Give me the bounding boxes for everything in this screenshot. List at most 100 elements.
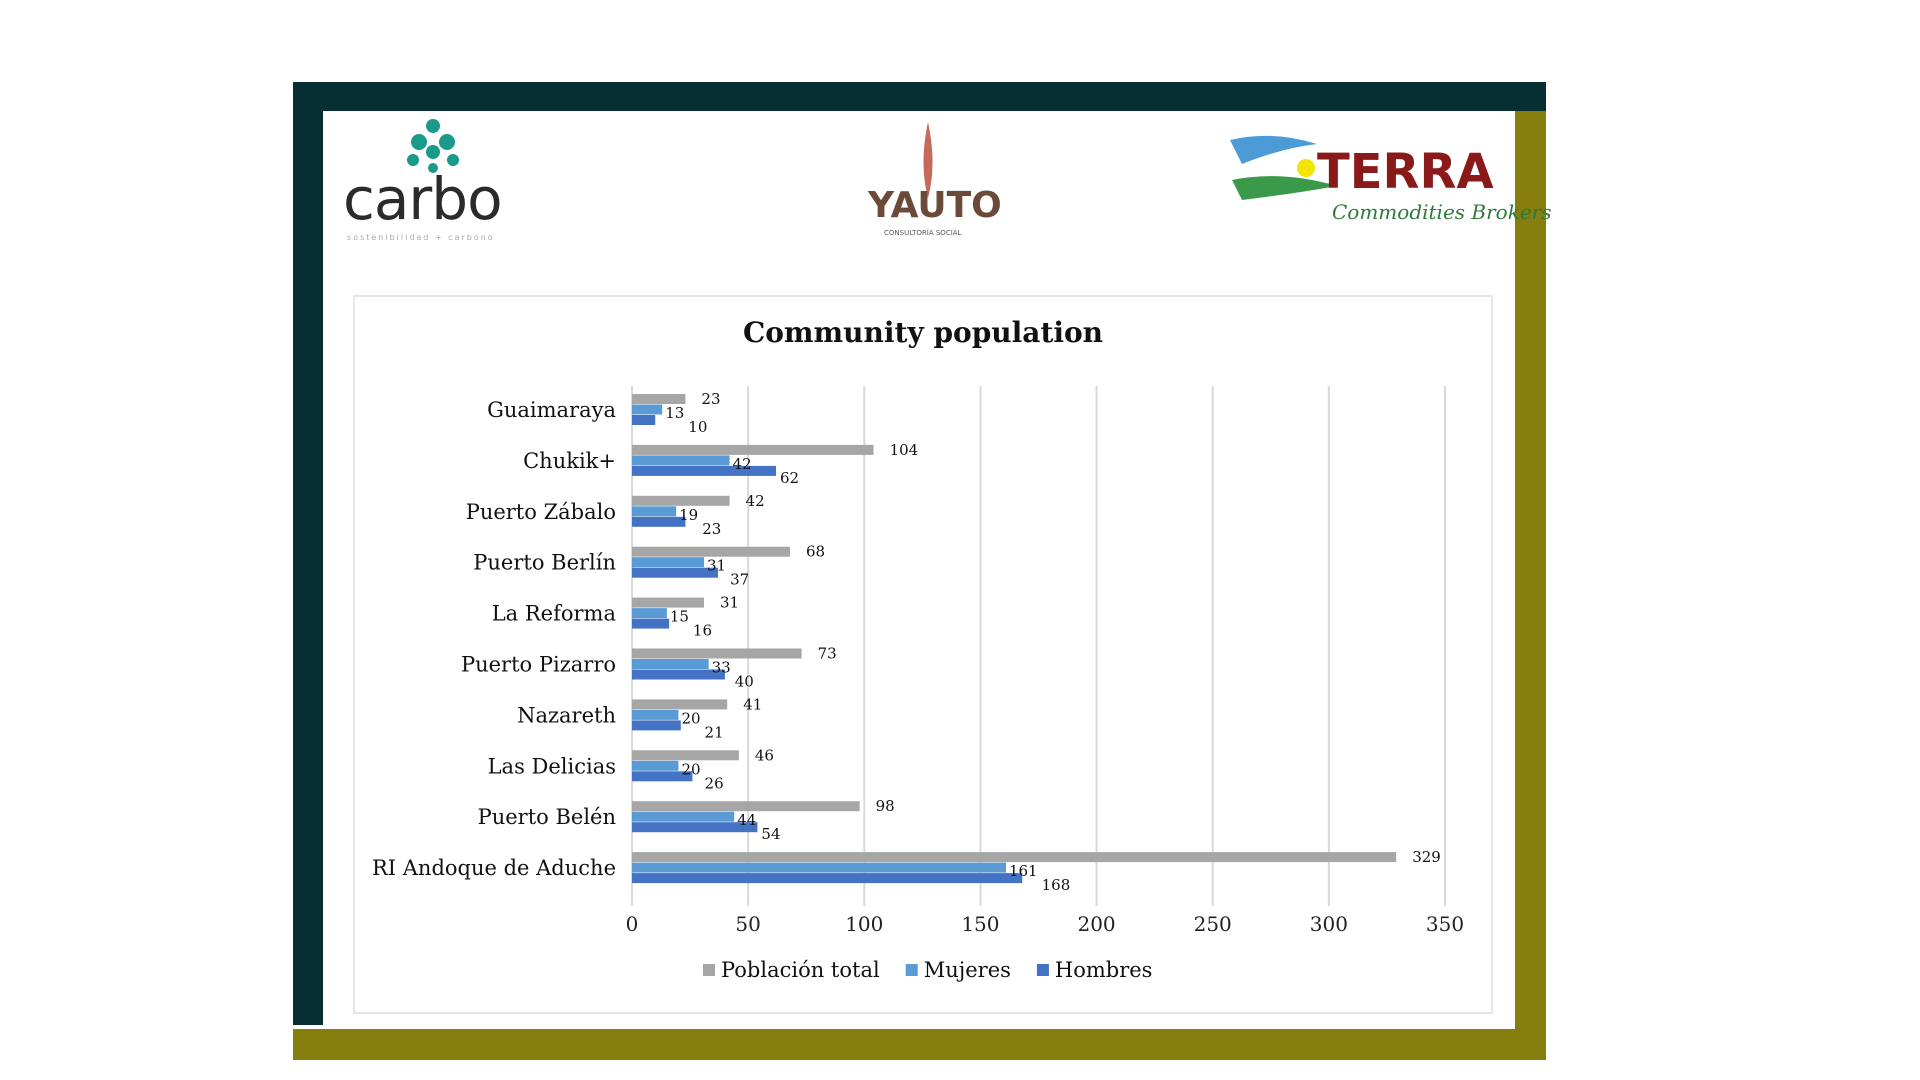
data-label: 33	[712, 659, 731, 677]
bar-hombres	[632, 720, 681, 731]
legend-label: Población total	[721, 958, 880, 982]
x-tick-label: 150	[961, 912, 999, 936]
category-label: Chukik+	[523, 449, 616, 473]
bar-mujeres	[632, 404, 663, 415]
bar-hombres	[632, 516, 686, 527]
bar-hombres	[632, 873, 1023, 884]
bar-hombres	[632, 669, 725, 680]
bar-población-total	[632, 394, 686, 404]
bar-mujeres	[632, 709, 679, 720]
category-label: Puerto Zábalo	[466, 500, 616, 524]
category-label: Puerto Berlín	[473, 551, 616, 575]
bar-mujeres	[632, 455, 730, 466]
data-label: 161	[1009, 862, 1038, 880]
data-label: 31	[707, 557, 726, 575]
data-label: 44	[737, 811, 756, 829]
bar-hombres	[632, 465, 777, 476]
legend-swatch	[1036, 964, 1049, 976]
category-label: Nazareth	[517, 703, 616, 727]
x-tick-label: 50	[735, 912, 760, 936]
x-tick-label: 100	[845, 912, 883, 936]
carbo-logo: carbo sostenibilidad + carbono	[343, 114, 533, 244]
legend-label: Hombres	[1055, 958, 1153, 982]
yauto-tagline: CONSULTORÍA SOCIAL	[884, 229, 962, 237]
terra-tagline: Commodities Brokers	[1332, 200, 1552, 224]
chart-panel	[353, 295, 1493, 1014]
bar-población-total	[632, 852, 1397, 863]
yauto-feather-icon	[923, 122, 933, 198]
bar-población-total	[632, 699, 728, 710]
data-label: 26	[705, 774, 724, 792]
data-label: 42	[746, 492, 765, 510]
bar-mujeres	[632, 811, 735, 822]
data-label: 23	[702, 520, 721, 538]
x-tick-label: 250	[1194, 912, 1232, 936]
terra-wordmark: TERRA	[1317, 144, 1494, 200]
bar-hombres	[632, 618, 670, 629]
data-label: 37	[730, 571, 749, 589]
category-label: Puerto Belén	[478, 805, 616, 829]
data-label: 23	[701, 390, 720, 408]
carbo-tagline: sostenibilidad + carbono	[347, 233, 495, 242]
data-label: 46	[755, 746, 774, 764]
bar-mujeres	[632, 862, 1006, 873]
data-label: 54	[761, 825, 780, 843]
data-label: 329	[1412, 848, 1441, 866]
data-label: 31	[720, 594, 739, 612]
data-label: 13	[665, 404, 684, 422]
frame-right-band	[1515, 111, 1546, 1060]
yauto-wordmark: YAUTO	[868, 185, 1002, 226]
bar-mujeres	[632, 557, 705, 568]
data-label: 10	[688, 418, 707, 436]
yauto-logo: YAUTO CONSULTORÍA SOCIAL	[862, 120, 1002, 240]
data-label: 168	[1042, 876, 1071, 894]
data-label: 73	[818, 645, 837, 663]
data-label: 98	[876, 797, 895, 815]
data-label: 20	[681, 760, 700, 778]
x-tick-label: 300	[1310, 912, 1348, 936]
bar-mujeres	[632, 608, 667, 619]
data-label: 40	[735, 673, 754, 691]
carbo-wordmark: carbo	[343, 165, 503, 233]
bar-población-total	[632, 546, 790, 557]
data-label: 68	[806, 543, 825, 561]
bar-población-total	[632, 444, 874, 455]
x-tick-label: 0	[626, 912, 639, 936]
data-label: 21	[705, 723, 724, 741]
bar-población-total	[632, 597, 705, 608]
bar-mujeres	[632, 506, 677, 517]
bar-hombres	[632, 771, 693, 782]
legend-swatch	[703, 964, 715, 976]
terra-logo: TERRA Commodities Brokers	[1222, 130, 1551, 240]
category-label: Guaimaraya	[487, 398, 616, 422]
data-label: 16	[693, 622, 712, 640]
data-label: 19	[679, 506, 698, 524]
bar-población-total	[632, 801, 860, 812]
category-label: RI Andoque de Aduche	[372, 856, 616, 880]
legend-label: Mujeres	[924, 958, 1011, 982]
data-label: 62	[780, 469, 799, 487]
data-label: 42	[733, 455, 752, 473]
data-label: 15	[670, 608, 689, 626]
bar-hombres	[632, 822, 758, 833]
category-label: Las Delicias	[488, 754, 616, 778]
data-label: 20	[681, 709, 700, 727]
category-label: La Reforma	[492, 602, 616, 626]
carbo-molecule-icon	[407, 119, 459, 173]
bar-población-total	[632, 648, 802, 659]
x-tick-label: 200	[1077, 912, 1115, 936]
legend-swatch	[905, 964, 918, 976]
category-label: Puerto Pizarro	[461, 653, 616, 677]
terra-landscape-icon	[1230, 135, 1337, 200]
bar-población-total	[632, 750, 739, 761]
data-label: 104	[890, 441, 919, 459]
frame-top-band	[293, 82, 1546, 111]
data-label: 41	[743, 695, 762, 713]
bar-mujeres	[632, 760, 679, 771]
x-tick-label: 350	[1426, 912, 1464, 936]
frame-bottom-band	[293, 1029, 1546, 1060]
frame-left-band	[293, 82, 323, 1025]
bar-mujeres	[632, 659, 709, 669]
chart-title: Community population	[742, 316, 1104, 349]
